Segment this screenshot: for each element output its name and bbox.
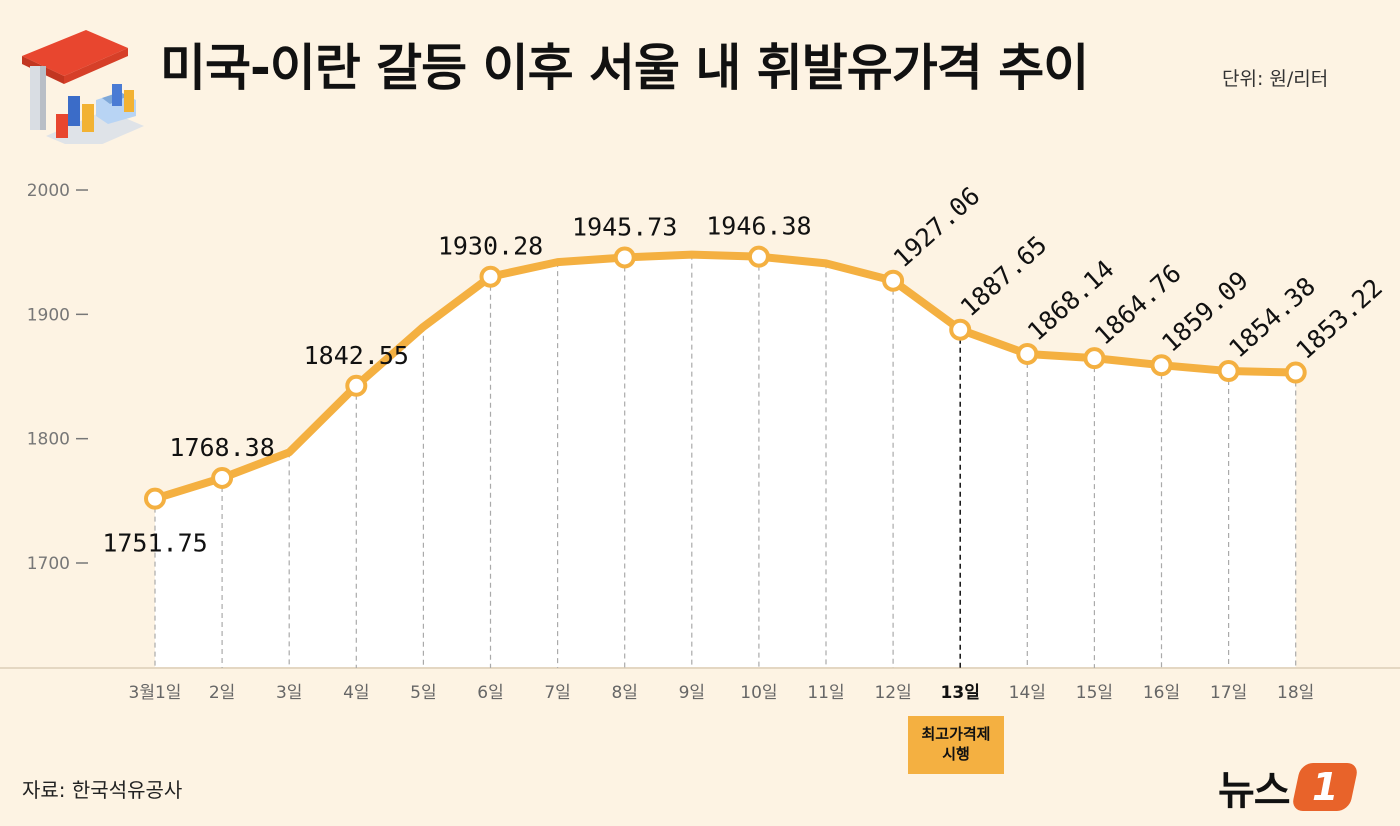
data-point xyxy=(479,265,502,288)
data-point xyxy=(882,269,905,292)
x-tick-label: 13일 xyxy=(941,683,980,703)
x-tick-label: 16일 xyxy=(1143,683,1180,703)
x-tick-label: 17일 xyxy=(1210,683,1247,703)
chart-title: 미국-이란 갈등 이후 서울 내 휘발유가격 추이 xyxy=(160,39,1089,97)
data-point xyxy=(144,487,166,510)
x-tick-label: 4일 xyxy=(343,683,369,703)
logo-badge-number: 1 xyxy=(1311,765,1338,809)
x-tick-label: 3일 xyxy=(276,683,302,703)
data-point xyxy=(747,245,770,268)
data-point xyxy=(1083,347,1106,370)
data-point xyxy=(1150,354,1173,377)
x-tick-label: 9일 xyxy=(679,683,705,703)
data-label: 1945.73 xyxy=(572,212,677,241)
y-tick-label: 1700 xyxy=(27,554,70,574)
series-line xyxy=(151,250,1300,503)
data-label: 1768.38 xyxy=(169,433,274,462)
y-tick-label: 2000 xyxy=(27,181,70,201)
plot-area xyxy=(155,254,1296,668)
data-label: 1887.65 xyxy=(955,230,1053,322)
x-tick-label: 15일 xyxy=(1076,683,1113,703)
news1-logo: 뉴스 1 xyxy=(1218,758,1359,816)
x-tick-label: 18일 xyxy=(1277,683,1314,703)
data-point xyxy=(1016,342,1039,365)
x-tick-label: 14일 xyxy=(1009,683,1046,703)
annotation-line1: 최고가격제 xyxy=(921,725,991,743)
x-tick-label: 12일 xyxy=(874,683,911,703)
x-tick-label: 5일 xyxy=(410,683,436,703)
logo-badge: 1 xyxy=(1290,763,1359,811)
x-tick-label: 8일 xyxy=(611,683,637,703)
y-tick-label: 1900 xyxy=(27,305,70,325)
y-tick-label: 1800 xyxy=(27,430,70,450)
x-tick-label: 6일 xyxy=(477,683,503,703)
annotation-box: 최고가격제 시행 xyxy=(908,716,1004,774)
x-tick-label: 3월1일 xyxy=(129,683,182,703)
annotation-line2: 시행 xyxy=(942,745,970,763)
data-point xyxy=(1217,360,1240,383)
x-tick-label: 2일 xyxy=(209,683,235,703)
data-point xyxy=(211,466,234,489)
unit-label: 단위: 원/리터 xyxy=(1222,68,1329,90)
source-label: 자료: 한국석유공사 xyxy=(22,778,183,802)
data-point xyxy=(613,246,636,269)
data-label: 1930.28 xyxy=(438,232,543,261)
x-tick-label: 11일 xyxy=(807,683,844,703)
data-point xyxy=(1284,361,1307,384)
data-label: 1751.75 xyxy=(102,529,207,558)
data-label: 1946.38 xyxy=(706,212,811,241)
x-tick-label: 10일 xyxy=(740,683,777,703)
data-label: 1927.06 xyxy=(888,181,986,273)
data-point xyxy=(345,374,368,397)
data-label: 1842.55 xyxy=(304,341,409,370)
x-tick-label: 7일 xyxy=(544,683,570,703)
gas-station-icon xyxy=(16,26,146,152)
data-point xyxy=(949,318,972,341)
logo-text: 뉴스 xyxy=(1218,768,1291,814)
